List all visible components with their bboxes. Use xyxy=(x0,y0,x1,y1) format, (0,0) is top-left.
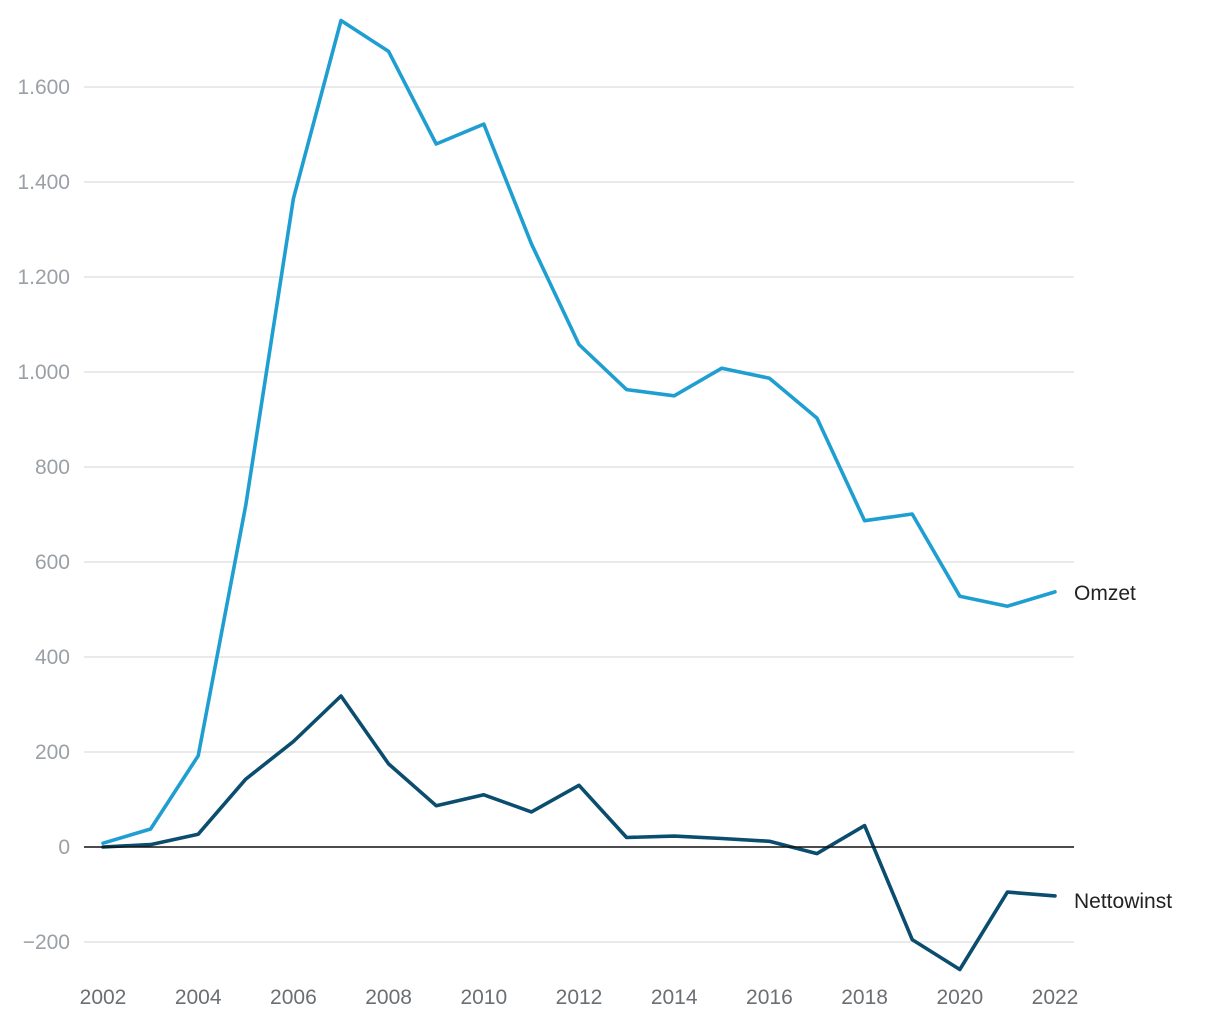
y-tick-label: 200 xyxy=(35,741,70,764)
series-line-omzet xyxy=(101,18,1057,846)
series-lines xyxy=(84,18,1074,972)
series-label-nettowinst: Nettowinst xyxy=(1074,890,1172,913)
x-tick-label: 2018 xyxy=(841,986,888,1009)
x-tick-label: 2004 xyxy=(175,986,222,1009)
series-labels: Omzet Nettowinst xyxy=(1074,582,1172,913)
y-tick-label: 600 xyxy=(35,551,70,574)
y-tick-label: 1.400 xyxy=(17,171,70,194)
y-axis-ticks: −200 0 200 400 600 800 1.000 1.200 1.400 1.600 xyxy=(17,76,70,954)
y-tick-label: 1.000 xyxy=(17,361,70,384)
x-tick-label: 2012 xyxy=(556,986,603,1009)
series-line-nettowinst xyxy=(101,694,1057,972)
y-tick-label: −200 xyxy=(23,931,70,954)
x-tick-label: 2020 xyxy=(936,986,983,1009)
x-tick-label: 2010 xyxy=(460,986,507,1009)
x-tick-label: 2016 xyxy=(746,986,793,1009)
y-tick-label: 1.600 xyxy=(17,76,70,99)
y-tick-label: 0 xyxy=(58,836,70,859)
x-tick-label: 2014 xyxy=(651,986,698,1009)
x-tick-label: 2006 xyxy=(270,986,317,1009)
x-tick-label: 2022 xyxy=(1032,986,1079,1009)
x-tick-label: 2002 xyxy=(80,986,127,1009)
x-tick-label: 2008 xyxy=(365,986,412,1009)
x-axis-ticks: 2002 2004 2006 2008 2010 2012 2014 2016 2018 2020… xyxy=(80,986,1079,1009)
y-tick-label: 800 xyxy=(35,456,70,479)
gridlines xyxy=(84,86,1074,943)
y-tick-label: 400 xyxy=(35,646,70,669)
y-tick-label: 1.200 xyxy=(17,266,70,289)
series-label-omzet: Omzet xyxy=(1074,582,1136,605)
